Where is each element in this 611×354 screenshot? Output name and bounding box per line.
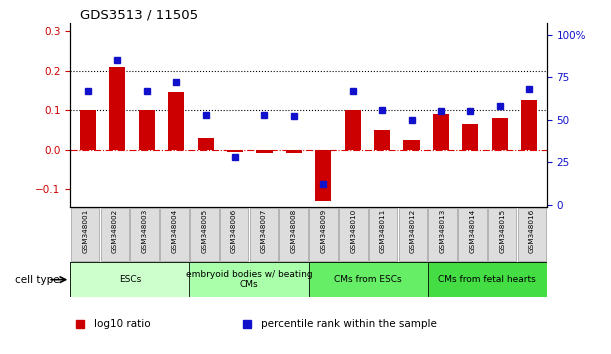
Bar [197,138,214,150]
Text: GSM348011: GSM348011 [380,209,386,253]
Text: GSM348009: GSM348009 [320,209,326,253]
Text: CMs from ESCs: CMs from ESCs [334,275,402,284]
Bar [368,208,397,261]
Bar [71,208,100,261]
Bar [428,208,457,261]
Text: GSM348007: GSM348007 [261,209,267,253]
Bar [492,118,508,150]
Text: GSM348010: GSM348010 [350,209,356,253]
Text: log10 ratio: log10 ratio [94,319,151,329]
Bar [488,208,516,261]
Bar [80,110,96,150]
Bar [345,110,360,150]
Bar [398,208,427,261]
Text: GDS3513 / 11505: GDS3513 / 11505 [80,9,198,22]
Text: GSM348005: GSM348005 [201,209,207,253]
Bar [309,208,338,261]
Text: percentile rank within the sample: percentile rank within the sample [261,319,437,329]
Bar [130,208,159,261]
Text: GSM348001: GSM348001 [82,209,88,253]
Bar [190,208,219,261]
Bar [160,208,189,261]
Bar [257,150,273,153]
Bar [220,208,249,261]
Text: ESCs: ESCs [119,275,141,284]
Text: GSM348016: GSM348016 [529,209,535,253]
Bar [428,262,547,297]
Text: GSM348003: GSM348003 [142,209,148,253]
Bar [403,140,420,150]
Text: GSM348002: GSM348002 [112,209,118,253]
Bar [168,92,185,150]
Bar [70,262,189,297]
Text: CMs from fetal hearts: CMs from fetal hearts [439,275,536,284]
Bar [463,124,478,150]
Bar [249,208,278,261]
Text: GSM348004: GSM348004 [172,209,178,253]
Bar [101,208,130,261]
Text: embryoid bodies w/ beating
CMs: embryoid bodies w/ beating CMs [186,270,312,289]
Bar [109,67,125,150]
Bar [309,262,428,297]
Bar [339,208,368,261]
Text: GSM348013: GSM348013 [439,209,445,253]
Text: GSM348015: GSM348015 [499,209,505,253]
Bar [286,150,302,153]
Bar [458,208,487,261]
Text: cell type: cell type [15,275,60,285]
Bar [374,130,390,150]
Text: GSM348008: GSM348008 [291,209,297,253]
Bar [315,150,331,201]
Bar [189,262,309,297]
Text: GSM348014: GSM348014 [469,209,475,253]
Bar [433,114,449,150]
Bar [227,150,243,152]
Text: GSM348006: GSM348006 [231,209,237,253]
Bar [521,100,537,150]
Bar [139,110,155,150]
Bar [279,208,308,261]
Bar [518,208,546,261]
Text: GSM348012: GSM348012 [410,209,416,253]
